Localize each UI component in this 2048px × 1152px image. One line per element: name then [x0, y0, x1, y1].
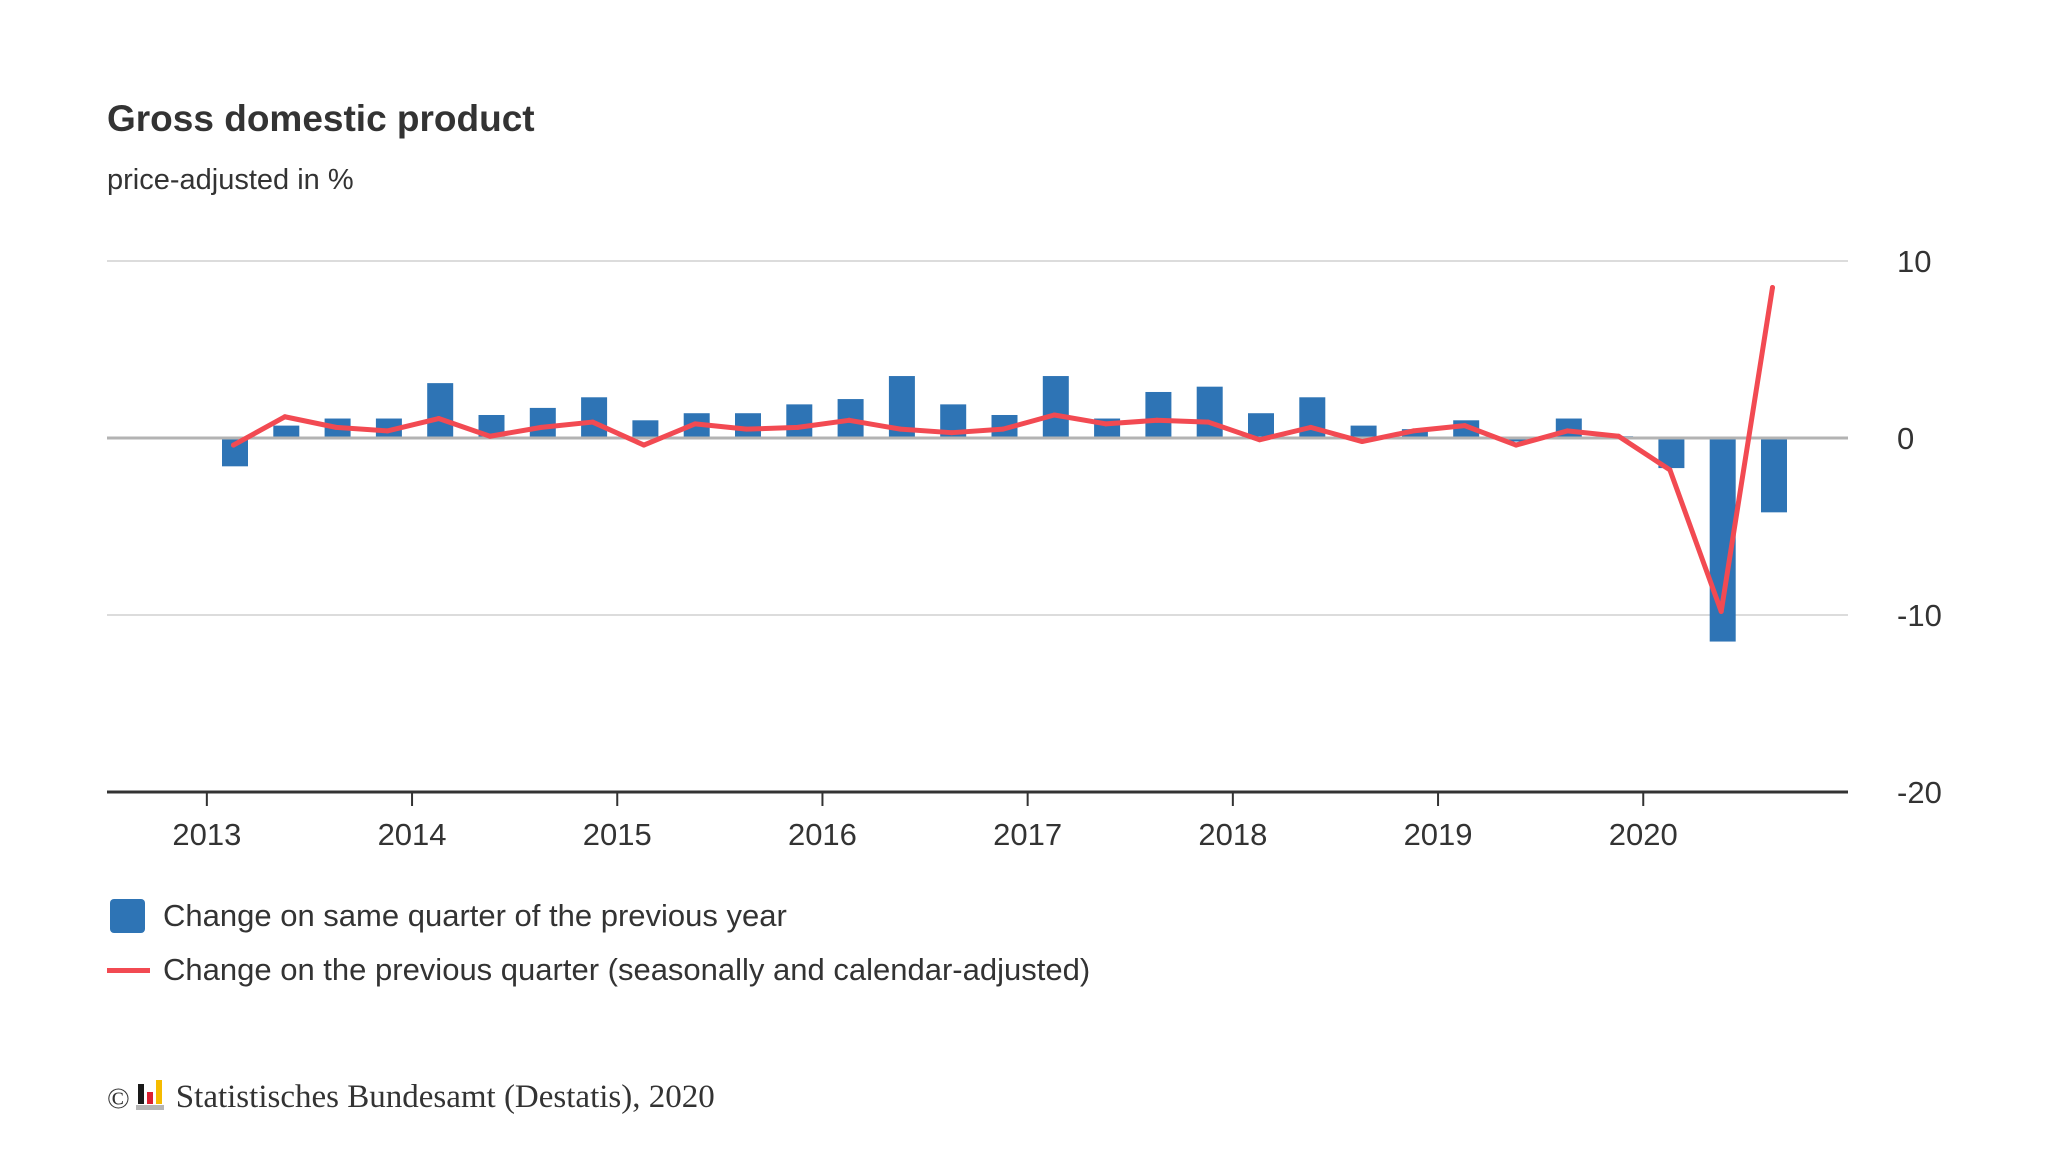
- x-tick-label: 2018: [1198, 817, 1267, 852]
- line-point: [641, 442, 647, 448]
- line-point: [1410, 428, 1416, 434]
- x-tick-label: 2015: [583, 817, 652, 852]
- bar[interactable]: [581, 397, 608, 438]
- x-tick-label: 2016: [788, 817, 857, 852]
- line-point: [744, 426, 749, 432]
- bar-swatch-icon: [110, 899, 145, 933]
- line-point: [1770, 285, 1775, 291]
- y-axis-labels: 10 0 -10 -20: [1897, 244, 1942, 810]
- x-tick-label: 2020: [1609, 817, 1678, 852]
- line-point: [1462, 423, 1468, 429]
- bar[interactable]: [632, 420, 659, 438]
- x-tick-label: 2019: [1404, 817, 1473, 852]
- line-point: [282, 414, 288, 420]
- y-tick-label: -20: [1897, 775, 1942, 810]
- line-point: [1205, 419, 1211, 425]
- line-point: [1051, 412, 1057, 418]
- chart-title: Gross domestic product: [107, 98, 535, 139]
- source-footer: © Statistisches Bundesamt (Destatis), 20…: [107, 1080, 715, 1114]
- y-tick-label: -10: [1897, 598, 1942, 633]
- line-point: [1513, 442, 1519, 448]
- bar[interactable]: [1042, 376, 1069, 438]
- x-tick-label: 2013: [172, 817, 241, 852]
- gridlines: [107, 260, 1848, 616]
- line-point: [846, 417, 852, 423]
- legend-label: Change on the previous quarter (seasonal…: [163, 952, 1091, 987]
- bar[interactable]: [1401, 429, 1428, 438]
- line-point: [1616, 433, 1622, 439]
- bar[interactable]: [1196, 386, 1223, 438]
- bar[interactable]: [1504, 438, 1531, 442]
- y-tick-label: 0: [1897, 421, 1914, 456]
- line-point: [487, 433, 493, 439]
- line-point: [333, 424, 339, 430]
- legend-item-line[interactable]: Change on the previous quarter (seasonal…: [107, 944, 1090, 996]
- line-series: [231, 285, 1775, 614]
- chart-subtitle: price-adjusted in %: [107, 164, 354, 196]
- legend: Change on same quarter of the previous y…: [107, 890, 1090, 996]
- line-point: [1359, 439, 1365, 445]
- bar[interactable]: [1761, 438, 1787, 513]
- y-tick-label: 10: [1897, 244, 1931, 279]
- bar[interactable]: [786, 404, 813, 438]
- copyright-icon: ©: [107, 1082, 130, 1115]
- line-point: [436, 416, 442, 422]
- line-point: [897, 426, 903, 432]
- source-text: Statistisches Bundesamt (Destatis), 2020: [175, 1079, 715, 1115]
- line-point: [949, 430, 955, 436]
- bar[interactable]: [1145, 391, 1172, 438]
- line-point: [1308, 424, 1314, 430]
- x-tick-label: 2017: [993, 817, 1062, 852]
- bar-series: [222, 376, 1787, 642]
- line-series-path[interactable]: [231, 285, 1775, 614]
- line-point: [1257, 437, 1262, 443]
- bar[interactable]: [735, 413, 761, 438]
- legend-label: Change on same quarter of the previous y…: [163, 898, 787, 933]
- x-axis: 2013 2014 2015 2016 2017 2018 2019 2020: [107, 790, 1848, 852]
- line-point: [1103, 421, 1109, 427]
- line-point: [1154, 417, 1160, 423]
- bar[interactable]: [427, 383, 454, 438]
- bar[interactable]: [1350, 425, 1377, 438]
- destatis-logo-icon: [135, 1080, 166, 1110]
- x-tick-label: 2014: [378, 817, 447, 852]
- line-point: [590, 419, 596, 425]
- bar[interactable]: [529, 407, 556, 438]
- bar[interactable]: [1248, 413, 1274, 438]
- line-point: [692, 421, 698, 427]
- line-point: [384, 428, 390, 434]
- line-point: [231, 442, 236, 448]
- bar[interactable]: [273, 425, 300, 438]
- line-swatch-icon: [107, 967, 150, 973]
- line-point: [538, 424, 544, 430]
- chart-plot: 2013 2014 2015 2016 2017 2018 2019 2020 10 0 -10 -…: [107, 244, 1942, 852]
- legend-item-bars[interactable]: Change on same quarter of the previous y…: [107, 890, 1090, 942]
- line-point: [1564, 428, 1570, 434]
- line-point: [1667, 467, 1673, 473]
- line-point: [1718, 608, 1724, 614]
- line-point: [795, 424, 801, 430]
- line-point: [1000, 426, 1006, 432]
